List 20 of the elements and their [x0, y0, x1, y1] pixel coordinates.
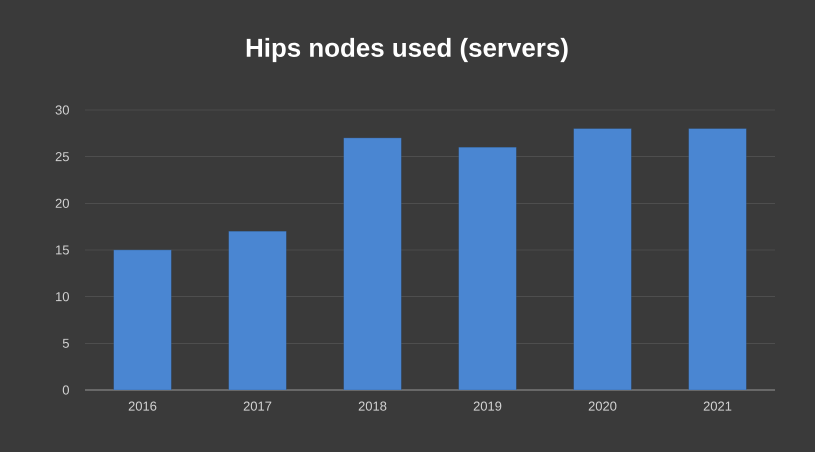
bar	[458, 147, 516, 390]
bar	[114, 250, 172, 390]
y-tick-label: 10	[56, 292, 69, 302]
y-tick-label: 25	[56, 152, 69, 162]
bar	[228, 231, 286, 390]
bar	[344, 138, 402, 390]
x-tick-label: 2021	[704, 402, 732, 411]
x-tick-label: 2016	[128, 402, 156, 411]
y-tick-label: 30	[56, 105, 69, 115]
y-tick-label: 15	[56, 245, 69, 255]
x-tick-label: 2020	[588, 402, 616, 411]
x-tick-label: 2019	[474, 402, 502, 411]
bar	[688, 128, 746, 390]
y-tick-label: 20	[56, 198, 69, 208]
x-tick-label: 2018	[358, 402, 386, 411]
bar	[574, 128, 632, 390]
chart-title: Hips nodes used (servers)	[246, 38, 568, 62]
y-tick-label: 5	[62, 338, 69, 348]
y-tick-label: 0	[62, 385, 69, 395]
x-tick-label: 2017	[244, 402, 272, 411]
